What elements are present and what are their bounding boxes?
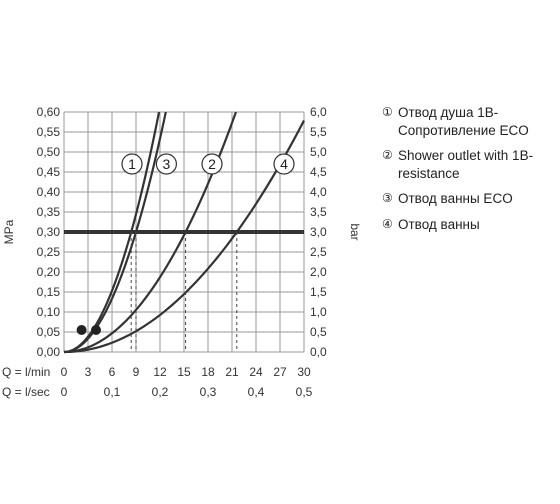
legend-number: ① [382,105,393,119]
y-left-tick-label: 0,05 [37,325,61,339]
y-right-tick-label: 4,0 [310,185,327,199]
x-axis-row2-tick-label: 0,3 [200,385,217,399]
chart-curves [63,111,305,354]
x-axis-row2-tick-label: 0,1 [104,385,121,399]
curve-3 [63,111,167,354]
curve-label-1: 1 [128,156,136,172]
y-right-tick-label: 2,5 [310,245,327,259]
legend-item-1: ① Отвод душа 1В-Сопротивление ECO [382,104,557,139]
data-marker-point [91,325,101,335]
x-axis-row2-label: Q = l/sec [2,385,50,399]
chart-dashed-lines [130,232,238,352]
legend-number: ② [382,148,393,162]
y-left-tick-label: 0,10 [37,305,61,319]
chart-curve-labels: 1 3 2 4 [121,153,295,175]
curve-2 [63,111,238,354]
y-left-tick-label: 0,35 [37,205,61,219]
x-axis-row2-tick-label: 0 [61,385,68,399]
y-left-tick-label: 0,60 [37,105,61,119]
y-right-tick-label: 1,0 [310,305,327,319]
y-left-tick-label: 0,20 [37,265,61,279]
y-left-tick-label: 0,55 [37,125,61,139]
y-left-tick-label: 0,00 [37,345,61,359]
legend-item-4: ④ Отвод ванны [382,216,557,234]
y-left-tick-label: 0,50 [37,145,61,159]
legend: ① Отвод душа 1В-Сопротивление ECO ② Show… [382,104,557,241]
curve-4 [63,120,305,354]
y-right-tick-label: 5,5 [310,125,327,139]
y-right-tick-label: 0,0 [310,345,327,359]
chart-axes: 0,000,050,100,150,200,250,300,350,400,45… [2,105,362,399]
x-axis-row2-tick-label: 0,2 [152,385,169,399]
y-right-tick-label: 1,5 [310,285,327,299]
y-right-tick-label: 4,5 [310,165,327,179]
x-axis-row1-tick-label: 27 [273,365,287,379]
x-axis-row1-tick-label: 0 [61,365,68,379]
x-axis-row1-tick-label: 12 [153,365,167,379]
legend-number: ③ [382,191,393,205]
x-axis-row2-tick-label: 0,5 [296,385,313,399]
y-left-tick-label: 0,25 [37,245,61,259]
y-right-tick-label: 2,0 [310,265,327,279]
curve-label-3: 3 [163,156,171,172]
x-axis-row1-tick-label: 6 [109,365,116,379]
legend-item-3: ③ Отвод ванны ECO [382,190,557,208]
legend-label: Отвод душа 1В-Сопротивление ECO [398,105,529,138]
x-axis-row1-tick-label: 15 [177,365,191,379]
y-left-tick-label: 0,15 [37,285,61,299]
y-left-tick-label: 0,30 [37,225,61,239]
curve-label-circle-2 [201,153,223,175]
curve-label-4: 4 [280,156,288,172]
x-axis-row1-tick-label: 18 [201,365,215,379]
x-axis-row1-tick-label: 9 [133,365,140,379]
curve-label-circle-1 [121,153,143,175]
x-axis-row1-label: Q = l/min [2,365,50,379]
y-right-tick-label: 3,0 [310,225,327,239]
y-left-axis-label: MPa [2,219,16,244]
legend-label: Отвод ванны [398,216,480,232]
data-marker-point [76,325,87,335]
legend-number: ④ [382,216,393,231]
curve-label-circle-3 [155,153,177,175]
y-right-tick-label: 3,5 [310,205,327,219]
curve-label-2: 2 [208,156,216,172]
curve-label-circle-4 [273,153,295,175]
x-axis-row1-tick-label: 21 [225,365,239,379]
y-left-tick-label: 0,40 [37,185,61,199]
y-right-tick-label: 0,5 [310,325,327,339]
y-right-tick-label: 5,0 [310,145,327,159]
x-axis-row2-tick-label: 0,4 [248,385,265,399]
legend-label: Отвод ванны ECO [398,191,513,206]
x-axis-row1-tick-label: 3 [85,365,92,379]
y-left-tick-label: 0,45 [37,165,61,179]
legend-label: Shower outlet with 1В-resistance [398,148,534,181]
x-axis-row1-tick-label: 24 [249,365,263,379]
y-right-tick-label: 6,0 [310,105,327,119]
x-axis-row1-tick-label: 30 [297,365,311,379]
chart-markers [76,325,101,335]
legend-item-2: ② Shower outlet with 1В-resistance [382,147,557,182]
y-right-axis-label: bar [348,223,362,240]
